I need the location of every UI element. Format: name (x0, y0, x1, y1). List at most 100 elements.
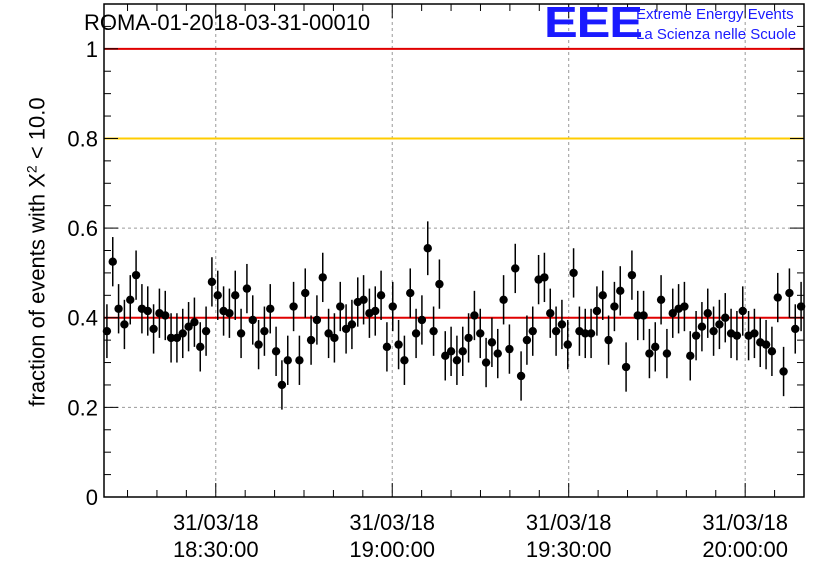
data-point (656, 295, 666, 304)
data-point (546, 309, 555, 318)
data-point (190, 318, 199, 327)
data-point (610, 302, 619, 311)
data-point (586, 329, 596, 338)
data-point (178, 329, 187, 338)
data-point (376, 291, 386, 300)
data-point (417, 315, 427, 325)
data-point (686, 351, 695, 361)
data-point (633, 311, 642, 320)
data-point (791, 324, 800, 334)
data-point (394, 340, 403, 349)
data-point (651, 342, 660, 352)
data-point (487, 338, 497, 347)
plot-frame (103, 3, 805, 498)
data-point (295, 356, 304, 365)
axis-ticks: 00.20.40.60.8131/03/1818:30:0031/03/1819… (67, 4, 805, 562)
data-point (301, 288, 310, 298)
data-point (493, 349, 502, 358)
data-point (767, 347, 777, 356)
data-point (289, 302, 298, 311)
data-point (481, 358, 491, 367)
data-point (236, 329, 246, 338)
logo-mark: EEE (544, 0, 643, 47)
data-point (505, 344, 514, 354)
data-point (470, 311, 479, 320)
data-point (400, 356, 409, 365)
data-point (703, 309, 712, 318)
reference-lines (104, 47, 804, 319)
data-point (266, 304, 275, 313)
data-layer (102, 221, 806, 410)
data-point (446, 347, 456, 356)
data-point (621, 362, 631, 372)
data-point (108, 257, 117, 266)
x-tick-date-label: 31/03/18 (349, 510, 435, 535)
data-point (114, 304, 123, 313)
y-axis-label-prefix: fraction of events with X (24, 173, 50, 407)
data-point (464, 333, 473, 343)
data-point (779, 367, 788, 376)
x-tick-time-label: 19:30:00 (526, 537, 612, 562)
data-point (312, 315, 322, 325)
y-tick-label: 0.2 (67, 395, 98, 420)
data-point (306, 335, 316, 345)
data-point (225, 309, 234, 318)
data-point (697, 322, 707, 331)
data-point (347, 320, 357, 329)
data-point (277, 380, 287, 390)
x-tick-time-label: 20:00:00 (702, 537, 788, 562)
x-tick-time-label: 18:30:00 (173, 537, 259, 562)
data-point (161, 311, 170, 320)
data-point (271, 347, 281, 356)
grid-layer (104, 4, 804, 497)
data-point (709, 326, 718, 336)
data-point (260, 326, 269, 336)
y-tick-label: 0.4 (67, 306, 98, 331)
data-point (184, 322, 193, 331)
data-point (423, 244, 432, 253)
data-point (680, 302, 689, 311)
y-tick-label: 0.6 (67, 216, 98, 241)
data-point (406, 288, 415, 298)
data-point (627, 270, 637, 280)
data-point (499, 295, 508, 304)
data-point (569, 268, 578, 278)
data-point (207, 277, 217, 287)
data-point (149, 324, 158, 334)
data-point (522, 335, 532, 345)
data-point (551, 326, 561, 336)
x-tick-time-label: 19:00:00 (349, 537, 435, 562)
y-tick-label: 0 (86, 485, 98, 510)
data-point (102, 326, 112, 336)
data-point (691, 331, 701, 340)
data-point (248, 315, 257, 325)
run-title: ROMA-01-2018-03-31-00010 (84, 10, 371, 35)
y-axis-label-suffix: < 10.0 (24, 97, 50, 166)
y-axis-label-sup: 2 (23, 165, 40, 174)
data-point (750, 329, 759, 338)
logo-line-1: Extreme Energy Events (636, 6, 794, 23)
data-point (382, 342, 392, 352)
data-point (324, 329, 333, 338)
data-point (242, 284, 252, 293)
x-tick-date-label: 31/03/18 (526, 510, 612, 535)
data-point (330, 333, 339, 343)
data-point (528, 326, 537, 336)
data-point (668, 309, 677, 318)
data-point (283, 356, 292, 365)
data-point (254, 340, 263, 349)
data-point (359, 295, 368, 304)
logo-line-2: La Scienza nelle Scuole (636, 26, 797, 43)
data-point (785, 288, 794, 298)
data-point (645, 349, 654, 358)
x-tick-date-label: 31/03/18 (702, 510, 788, 535)
data-point (715, 320, 724, 329)
data-point (435, 279, 444, 289)
data-point (341, 324, 351, 334)
data-point (429, 326, 438, 336)
data-point (516, 371, 526, 381)
eee-logo: EEE Extreme Energy Events La Scienza nel… (544, 0, 834, 47)
data-point (131, 270, 141, 280)
data-point (196, 342, 205, 352)
